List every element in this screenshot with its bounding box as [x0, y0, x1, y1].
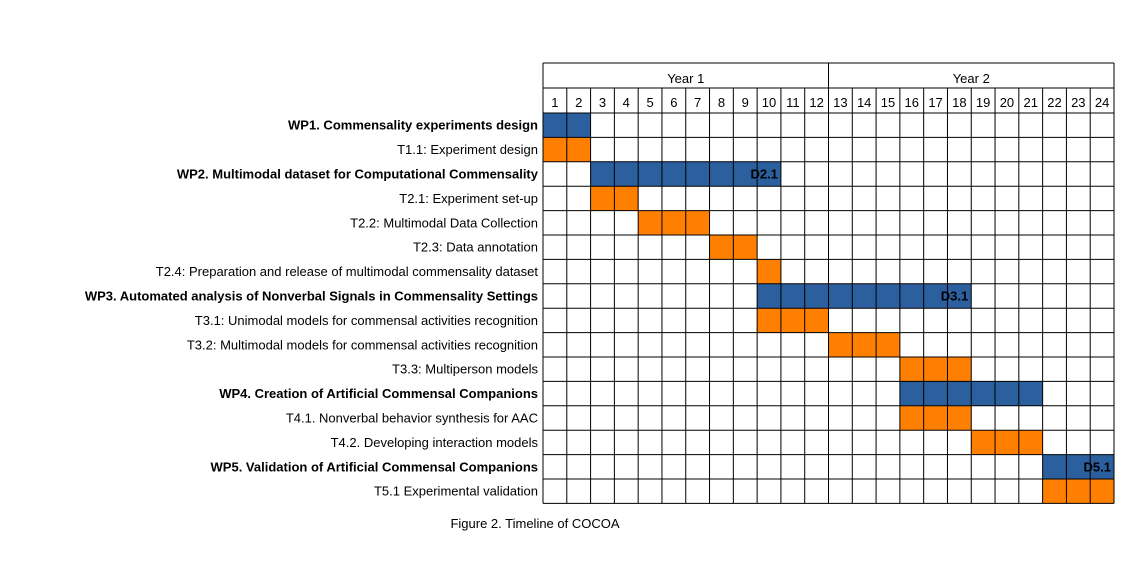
task-bar [899, 357, 972, 382]
month-number: 6 [670, 95, 677, 110]
month-number: 13 [833, 95, 847, 110]
workpackage-bar [757, 283, 972, 309]
task-bar [899, 405, 972, 431]
deliverable-label: D5.1 [1084, 459, 1111, 474]
month-number: 22 [1047, 95, 1061, 110]
month-number: 20 [1000, 95, 1014, 110]
month-number: 8 [718, 95, 725, 110]
month-number: 1 [551, 95, 558, 110]
task-bar [971, 430, 1043, 455]
task-bar [1042, 479, 1114, 504]
year-header: Year 2 [953, 71, 990, 86]
month-number: 11 [786, 95, 800, 110]
month-number: 17 [928, 95, 942, 110]
month-number: 18 [952, 95, 966, 110]
task-label: T2.3: Data annotation [413, 240, 538, 255]
task-label: T2.4: Preparation and release of multimo… [156, 264, 539, 279]
month-number: 12 [809, 95, 823, 110]
workpackage-bar [1042, 454, 1114, 479]
month-number: 21 [1023, 95, 1037, 110]
deliverable-label: D2.1 [750, 167, 777, 182]
task-label: T2.1: Experiment set-up [399, 191, 538, 206]
task-label: T1.1: Experiment design [397, 142, 538, 157]
task-label: T3.2: Multimodal models for commensal ac… [187, 337, 538, 352]
task-label: T5.1 Experimental validation [374, 484, 538, 499]
workpackage-label: WP5. Validation of Artificial Commensal … [211, 459, 538, 474]
workpackage-label: WP1. Commensality experiments design [288, 118, 538, 133]
task-bar [757, 259, 781, 284]
month-number: 9 [742, 95, 749, 110]
figure-caption-container: Figure 2. Timeline of COCOA [0, 516, 1134, 531]
month-number: 24 [1095, 95, 1109, 110]
month-number: 10 [762, 95, 776, 110]
month-number: 3 [599, 95, 606, 110]
month-number: 5 [646, 95, 653, 110]
deliverable-label: D3.1 [941, 289, 968, 304]
figure-caption: Figure 2. Timeline of COCOA [450, 516, 620, 531]
task-label: T4.1. Nonverbal behavior synthesis for A… [286, 411, 538, 426]
workpackage-label: WP3. Automated analysis of Nonverbal Sig… [85, 289, 538, 304]
year-header: Year 1 [667, 71, 704, 86]
task-label: T3.1: Unimodal models for commensal acti… [195, 313, 538, 328]
task-bar [757, 308, 829, 333]
month-number: 23 [1071, 95, 1085, 110]
month-number: 14 [857, 95, 871, 110]
month-number: 19 [976, 95, 990, 110]
task-label: T3.3: Multiperson models [392, 362, 538, 377]
month-number: 16 [905, 95, 919, 110]
workpackage-label: WP4. Creation of Artificial Commensal Co… [219, 386, 538, 401]
workpackage-label: WP2. Multimodal dataset for Computationa… [177, 167, 539, 182]
task-bar [638, 210, 710, 235]
gantt-chart: Year 1 Year 21 2 3 4 5 6 7 8 9 10 11 12 13 14 15 16 17 18 1… [85, 62, 1115, 504]
month-number: 7 [694, 95, 701, 110]
task-bar [828, 332, 900, 357]
month-number: 15 [881, 95, 895, 110]
month-number: 4 [623, 95, 630, 110]
month-number: 2 [575, 95, 582, 110]
task-label: T2.2: Multimodal Data Collection [350, 215, 538, 230]
task-label: T4.2. Developing interaction models [331, 435, 539, 450]
